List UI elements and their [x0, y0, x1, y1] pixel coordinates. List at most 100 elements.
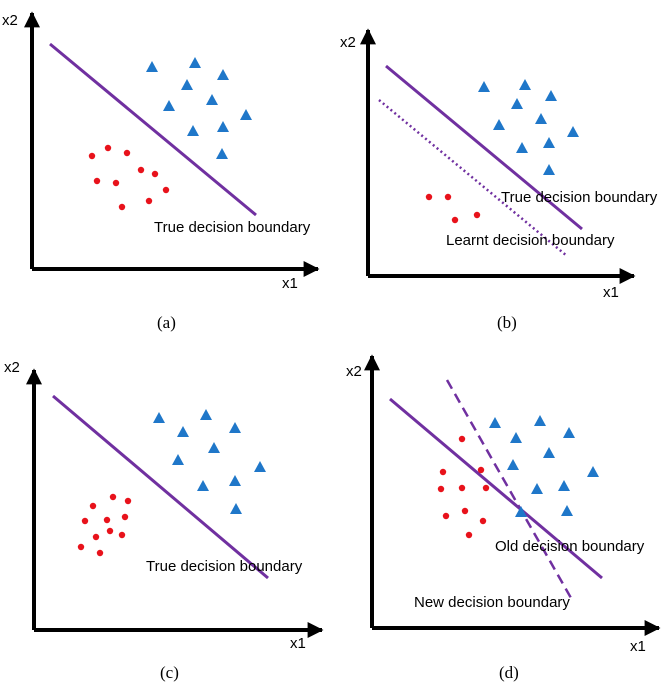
panel-b-learnt-boundary-label: Learnt decision boundary: [446, 232, 615, 249]
red-dot-icon: [81, 517, 89, 525]
red-dot-icon: [137, 166, 145, 174]
blue-triangle-icon: [163, 100, 175, 111]
red-dot-icon: [437, 485, 445, 493]
blue-triangle-icon: [534, 415, 546, 426]
blue-triangle-icon: [515, 506, 527, 517]
blue-triangle-icon: [216, 148, 228, 159]
blue-triangle-icon: [516, 142, 528, 153]
red-dot-icon: [106, 527, 114, 535]
blue-triangle-icon: [587, 466, 599, 477]
panel-b-caption: (b): [497, 313, 517, 332]
blue-triangle-icon: [177, 426, 189, 437]
panel-d: x2 x1 Old decision boundary New decision…: [346, 354, 661, 682]
blue-triangle-icon: [543, 137, 555, 148]
panel-a: x2 x1 True decision boundary (a): [2, 11, 320, 332]
panel-c-y-axis-label: x2: [4, 359, 20, 376]
panel-d-x-axis-label: x1: [630, 638, 646, 655]
blue-triangle-icon: [153, 412, 165, 423]
blue-triangle-icon: [240, 109, 252, 120]
blue-triangle-icon: [189, 57, 201, 68]
red-dot-icon: [162, 186, 170, 194]
blue-triangle-icon: [229, 475, 241, 486]
blue-triangle-icon: [229, 422, 241, 433]
red-dot-icon: [88, 152, 96, 160]
red-dot-icon: [482, 484, 490, 492]
red-dot-icon: [93, 177, 101, 185]
red-dot-icon: [92, 533, 100, 541]
red-dot-icon: [473, 211, 481, 219]
red-dot-icon: [103, 516, 111, 524]
red-dot-icon: [425, 193, 433, 201]
panel-c-class-triangles: [153, 409, 266, 514]
panel-c-true-boundary: [52, 394, 269, 580]
blue-triangle-icon: [493, 119, 505, 130]
red-dot-icon: [112, 179, 120, 187]
blue-triangle-icon: [206, 94, 218, 105]
blue-triangle-icon: [563, 427, 575, 438]
red-dot-icon: [89, 502, 97, 510]
panel-b: x2 x1 True decision boundary Learnt deci…: [340, 28, 658, 332]
red-dot-icon: [123, 149, 131, 157]
blue-triangle-icon: [217, 121, 229, 132]
panel-a-class-triangles: [146, 57, 252, 159]
red-dot-icon: [96, 549, 104, 557]
red-dot-icon: [118, 531, 126, 539]
panel-c-true-boundary-label: True decision boundary: [146, 558, 303, 575]
blue-triangle-icon: [510, 432, 522, 443]
blue-triangle-icon: [208, 442, 220, 453]
blue-triangle-icon: [187, 125, 199, 136]
panel-a-true-boundary-label: True decision boundary: [154, 219, 311, 236]
blue-triangle-icon: [217, 69, 229, 80]
red-dot-icon: [461, 507, 469, 515]
blue-triangle-icon: [543, 164, 555, 175]
panel-b-class-circles: [425, 193, 481, 224]
blue-triangle-icon: [511, 98, 523, 109]
red-dot-icon: [109, 493, 117, 501]
red-dot-icon: [444, 193, 452, 201]
panel-c-x-axis-label: x1: [290, 635, 306, 652]
panel-d-new-boundary: [445, 379, 573, 599]
red-dot-icon: [458, 435, 466, 443]
red-dot-icon: [124, 497, 132, 505]
blue-triangle-icon: [535, 113, 547, 124]
red-dot-icon: [118, 203, 126, 211]
red-dot-icon: [151, 170, 159, 178]
panel-c-class-circles: [77, 493, 132, 557]
red-dot-icon: [477, 466, 485, 474]
panel-d-class-circles: [437, 435, 490, 539]
red-dot-icon: [145, 197, 153, 205]
blue-triangle-icon: [254, 461, 266, 472]
panel-d-y-axis-label: x2: [346, 363, 362, 380]
panel-a-true-boundary: [49, 42, 257, 217]
blue-triangle-icon: [181, 79, 193, 90]
panel-a-class-circles: [88, 144, 170, 211]
panel-b-true-boundary: [385, 64, 583, 231]
blue-triangle-icon: [200, 409, 212, 420]
blue-triangle-icon: [558, 480, 570, 491]
panel-d-old-boundary: [389, 397, 603, 580]
red-dot-icon: [104, 144, 112, 152]
panel-b-y-axis-label: x2: [340, 34, 356, 51]
blue-triangle-icon: [146, 61, 158, 72]
blue-triangle-icon: [531, 483, 543, 494]
red-dot-icon: [77, 543, 85, 551]
panel-d-old-boundary-label: Old decision boundary: [495, 538, 645, 555]
panel-a-x-axis-label: x1: [282, 275, 298, 292]
panel-a-caption: (a): [157, 313, 176, 332]
blue-triangle-icon: [197, 480, 209, 491]
red-dot-icon: [121, 513, 129, 521]
blue-triangle-icon: [230, 503, 242, 514]
blue-triangle-icon: [489, 417, 501, 428]
panel-d-caption: (d): [499, 663, 519, 682]
blue-triangle-icon: [172, 454, 184, 465]
panel-b-x-axis-label: x1: [603, 284, 619, 301]
blue-triangle-icon: [543, 447, 555, 458]
panel-d-new-boundary-label: New decision boundary: [414, 594, 570, 611]
red-dot-icon: [479, 517, 487, 525]
panel-b-class-triangles: [478, 79, 579, 175]
red-dot-icon: [465, 531, 473, 539]
blue-triangle-icon: [561, 505, 573, 516]
red-dot-icon: [439, 468, 447, 476]
panel-d-class-triangles: [489, 415, 599, 517]
